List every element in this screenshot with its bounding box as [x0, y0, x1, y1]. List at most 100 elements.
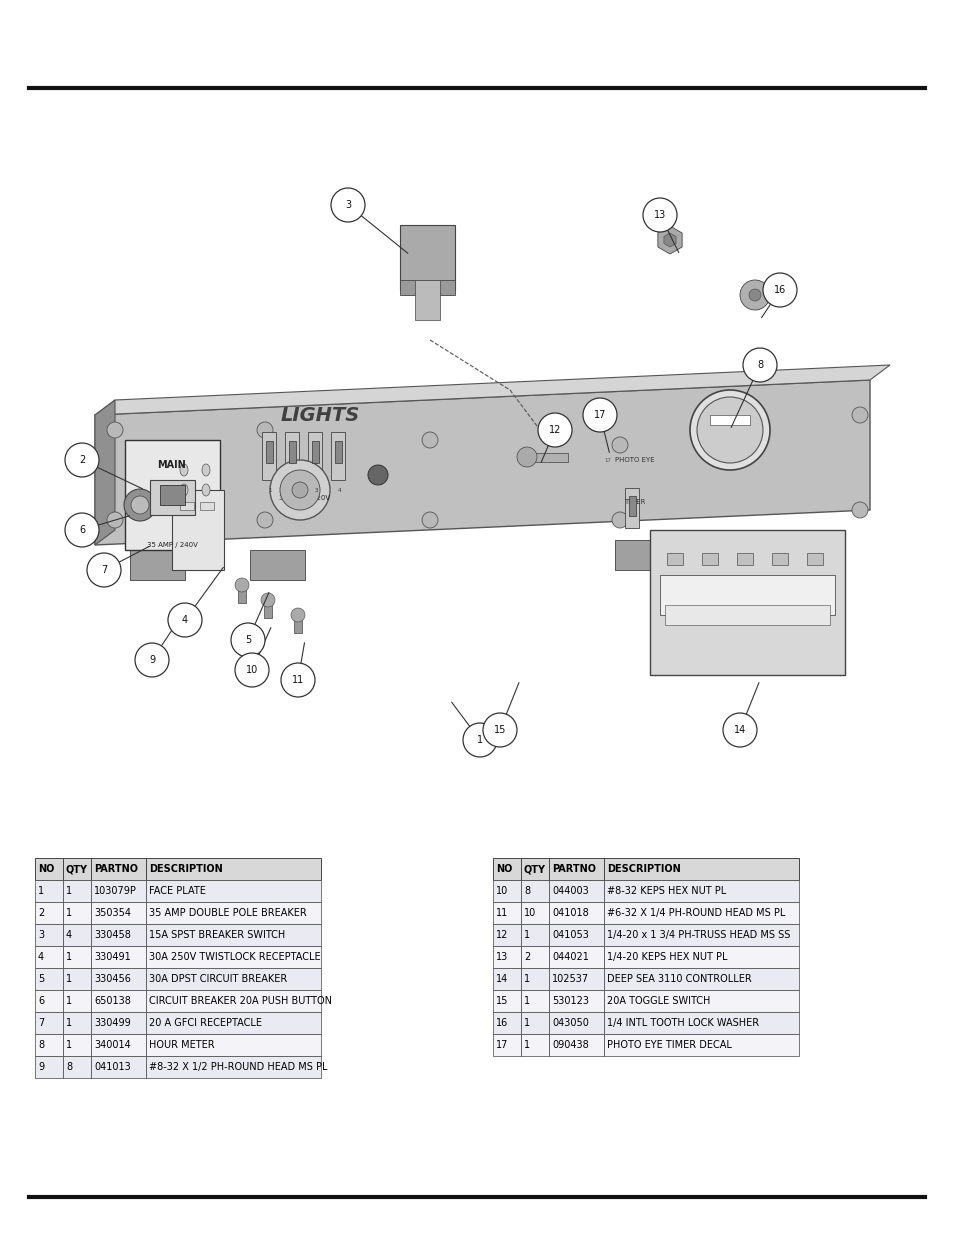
Text: 13: 13 — [653, 210, 665, 220]
Bar — [91, 1056, 146, 1078]
Text: 530123: 530123 — [552, 995, 588, 1007]
Bar — [125, 440, 220, 550]
Text: 044021: 044021 — [552, 952, 588, 962]
Text: 11: 11 — [292, 676, 304, 685]
Bar — [146, 881, 320, 902]
Text: 330458: 330458 — [94, 930, 131, 940]
Ellipse shape — [180, 464, 188, 475]
Bar — [399, 225, 455, 290]
Text: 1/4 INTL TOOTH LOCK WASHER: 1/4 INTL TOOTH LOCK WASHER — [606, 1018, 759, 1028]
Bar — [63, 924, 91, 946]
Text: 7: 7 — [101, 564, 107, 576]
Circle shape — [65, 443, 99, 477]
Circle shape — [231, 622, 265, 657]
Text: 1: 1 — [66, 974, 72, 984]
Bar — [624, 488, 639, 529]
Text: 1: 1 — [66, 952, 72, 962]
Bar — [35, 924, 63, 946]
Circle shape — [107, 422, 123, 438]
Bar — [146, 902, 320, 924]
Circle shape — [762, 273, 796, 308]
Text: 16: 16 — [773, 285, 785, 295]
Bar — [63, 946, 91, 968]
Text: 15A SPST BREAKER SWITCH: 15A SPST BREAKER SWITCH — [149, 930, 285, 940]
Bar — [146, 1011, 320, 1034]
Bar — [493, 881, 520, 902]
Text: 2: 2 — [79, 454, 85, 466]
Circle shape — [582, 398, 617, 432]
Text: 6: 6 — [79, 525, 85, 535]
Bar — [250, 550, 305, 580]
Bar — [493, 924, 520, 946]
Text: 1: 1 — [66, 908, 72, 918]
Circle shape — [722, 713, 757, 747]
Bar — [91, 881, 146, 902]
Bar — [160, 485, 185, 505]
Bar — [146, 990, 320, 1011]
Bar — [91, 1034, 146, 1056]
Text: 8: 8 — [756, 359, 762, 370]
Bar — [146, 924, 320, 946]
Circle shape — [331, 188, 365, 222]
Bar — [264, 600, 272, 618]
Text: DESCRIPTION: DESCRIPTION — [149, 864, 222, 874]
Text: 30A DPST CIRCUIT BREAKER: 30A DPST CIRCUIT BREAKER — [149, 974, 287, 984]
Text: HOUR METER: HOUR METER — [149, 1040, 214, 1050]
Text: 17: 17 — [604, 457, 611, 462]
Text: PHOTO EYE: PHOTO EYE — [615, 457, 654, 463]
Text: 8: 8 — [523, 885, 530, 897]
Text: 330499: 330499 — [94, 1018, 131, 1028]
Text: 3: 3 — [314, 488, 317, 493]
Circle shape — [291, 608, 305, 622]
Text: 2: 2 — [38, 908, 44, 918]
Text: 12: 12 — [496, 930, 508, 940]
Bar — [628, 496, 636, 516]
Circle shape — [537, 412, 572, 447]
Text: 12: 12 — [548, 425, 560, 435]
Bar — [520, 946, 548, 968]
Bar — [493, 990, 520, 1011]
Text: NO: NO — [496, 864, 512, 874]
Text: 5: 5 — [245, 635, 251, 645]
Text: #8-32 X 1/2 PH-ROUND HEAD MS PL: #8-32 X 1/2 PH-ROUND HEAD MS PL — [149, 1062, 327, 1072]
Bar — [548, 946, 603, 968]
Text: 1: 1 — [523, 930, 530, 940]
Text: CIRCUIT BREAKER 20A PUSH BUTTON: CIRCUIT BREAKER 20A PUSH BUTTON — [149, 995, 332, 1007]
Bar — [548, 968, 603, 990]
Bar — [806, 553, 822, 564]
Bar — [615, 540, 669, 571]
Bar — [701, 553, 718, 564]
Circle shape — [87, 553, 121, 587]
Bar — [548, 858, 603, 881]
Circle shape — [256, 422, 273, 438]
Bar — [146, 1034, 320, 1056]
Bar — [548, 1034, 603, 1056]
Text: 17: 17 — [496, 1040, 508, 1050]
Text: 14: 14 — [496, 974, 508, 984]
Bar — [520, 968, 548, 990]
Bar — [709, 415, 749, 425]
Circle shape — [292, 482, 308, 498]
Text: 1/4-20 x 1 3/4 PH-TRUSS HEAD MS SS: 1/4-20 x 1 3/4 PH-TRUSS HEAD MS SS — [606, 930, 789, 940]
Circle shape — [742, 348, 776, 382]
Text: 1/4-20 KEPS HEX NUT PL: 1/4-20 KEPS HEX NUT PL — [606, 952, 727, 962]
Bar — [35, 946, 63, 968]
Circle shape — [280, 471, 319, 510]
Bar — [91, 858, 146, 881]
Bar — [603, 881, 799, 902]
Text: QTY: QTY — [66, 864, 88, 874]
Bar — [312, 441, 318, 463]
Bar — [659, 576, 834, 615]
Text: PARTNO: PARTNO — [94, 864, 138, 874]
Circle shape — [851, 501, 867, 517]
Text: 10: 10 — [246, 664, 258, 676]
Circle shape — [168, 603, 202, 637]
Ellipse shape — [202, 484, 210, 496]
Text: 15: 15 — [496, 995, 508, 1007]
Bar — [331, 432, 345, 480]
Text: FACE PLATE: FACE PLATE — [149, 885, 206, 897]
Text: 9: 9 — [149, 655, 155, 664]
Ellipse shape — [202, 464, 210, 475]
Bar — [146, 858, 320, 881]
Text: 043050: 043050 — [552, 1018, 588, 1028]
